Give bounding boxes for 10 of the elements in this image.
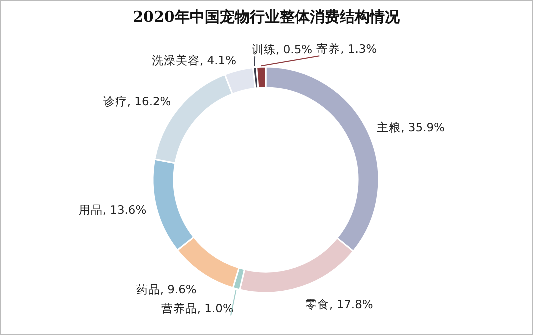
slice-label: 主粮, 35.9% [377, 120, 446, 134]
slice-label: 药品, 9.6% [136, 282, 197, 297]
slice-label: 零食, 17.8% [305, 297, 374, 312]
slice-label: 寄养, 1.3% [316, 42, 378, 56]
slice-label: 营养品, 1.0% [161, 302, 234, 316]
slice-label: 诊疗, 16.2% [103, 94, 172, 109]
slice-label: 用品, 13.6% [78, 202, 147, 217]
slice-label: 洗澡美容, 4.1% [152, 54, 237, 68]
chart-title: 2020年中国宠物行业整体消费结构情况 [133, 8, 401, 26]
slice-label: 训练, 0.5% [252, 42, 313, 57]
